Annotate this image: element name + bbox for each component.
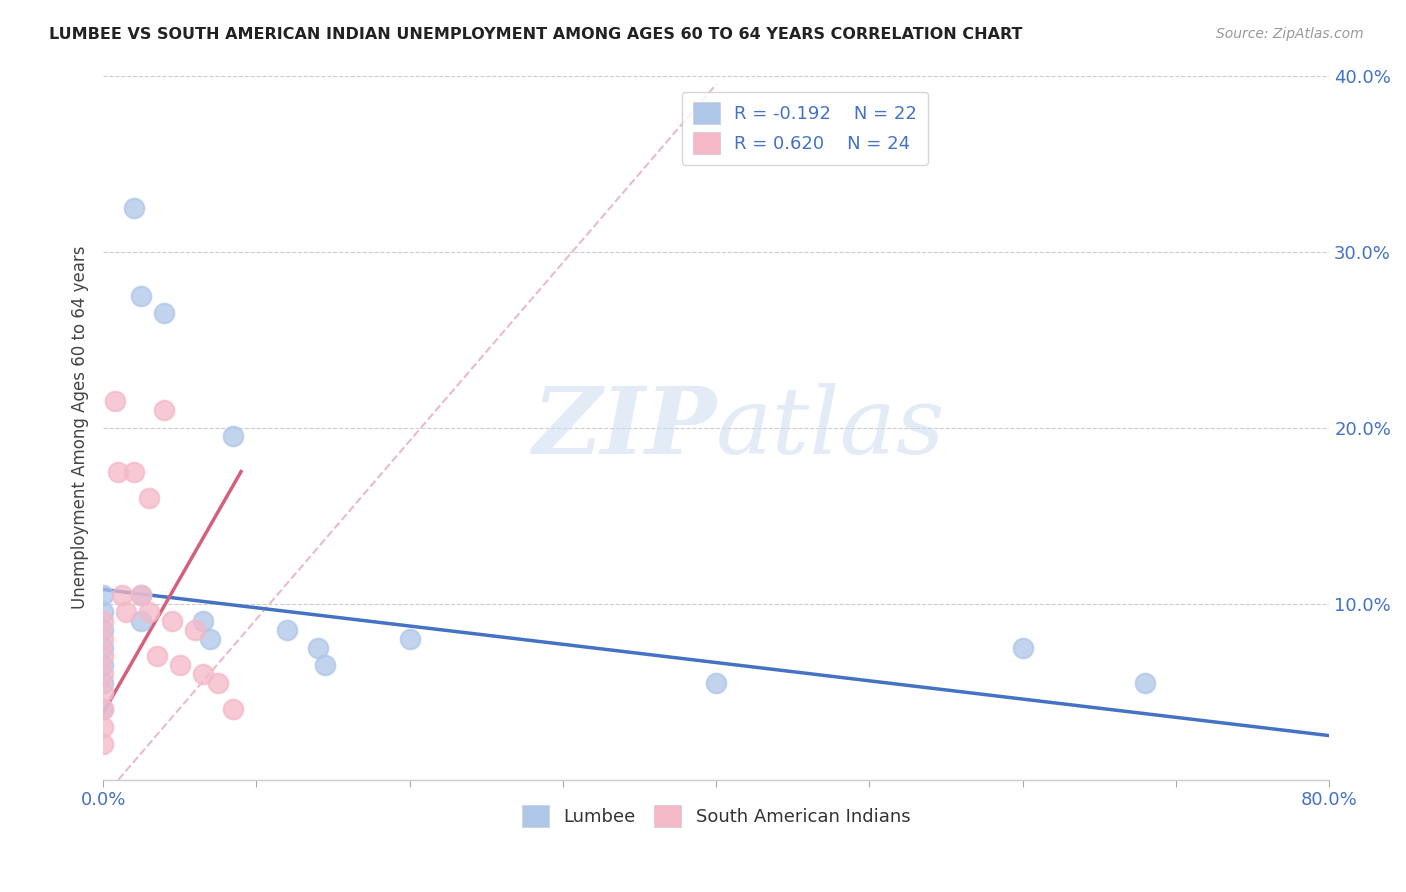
Point (91, 702, 114, 716)
Point (122, 465, 145, 479)
Point (200, 632, 222, 646)
Point (91, 675, 114, 690)
Point (138, 606, 160, 620)
Point (307, 640, 329, 655)
Point (314, 658, 336, 673)
Point (107, 465, 129, 479)
Point (91, 649, 114, 664)
Point (191, 614, 214, 628)
Point (104, 394, 127, 409)
Point (138, 491, 160, 505)
Point (1135, 675, 1157, 690)
Point (153, 403, 176, 417)
Text: ZIP: ZIP (531, 383, 716, 473)
Y-axis label: Unemployment Among Ages 60 to 64 years: Unemployment Among Ages 60 to 64 years (72, 246, 89, 609)
Point (91, 738, 114, 752)
Point (91, 614, 114, 628)
Point (110, 588, 132, 602)
Point (131, 588, 153, 602)
Text: Source: ZipAtlas.com: Source: ZipAtlas.com (1216, 27, 1364, 41)
Point (222, 429, 245, 443)
Point (122, 201, 145, 215)
Point (131, 614, 153, 628)
Point (91, 702, 114, 716)
Point (91, 658, 114, 673)
Text: LUMBEE VS SOUTH AMERICAN INDIAN UNEMPLOYMENT AMONG AGES 60 TO 64 YEARS CORRELATI: LUMBEE VS SOUTH AMERICAN INDIAN UNEMPLOY… (49, 27, 1022, 42)
Point (184, 623, 207, 637)
Point (222, 702, 245, 716)
Point (91, 588, 114, 602)
Point (91, 623, 114, 637)
Point (131, 288, 153, 302)
Point (704, 675, 727, 690)
Point (160, 614, 183, 628)
Point (91, 720, 114, 734)
Point (131, 588, 153, 602)
Point (276, 623, 298, 637)
Point (1011, 640, 1033, 655)
Point (146, 649, 169, 664)
Point (191, 667, 214, 681)
Point (91, 632, 114, 646)
Text: atlas: atlas (716, 383, 946, 473)
Point (115, 606, 138, 620)
Point (169, 658, 191, 673)
Point (398, 632, 420, 646)
Point (153, 306, 176, 320)
Point (207, 675, 229, 690)
Point (91, 606, 114, 620)
Legend: Lumbee, South American Indians: Lumbee, South American Indians (515, 797, 917, 834)
Point (91, 640, 114, 655)
Point (91, 684, 114, 698)
Point (91, 667, 114, 681)
